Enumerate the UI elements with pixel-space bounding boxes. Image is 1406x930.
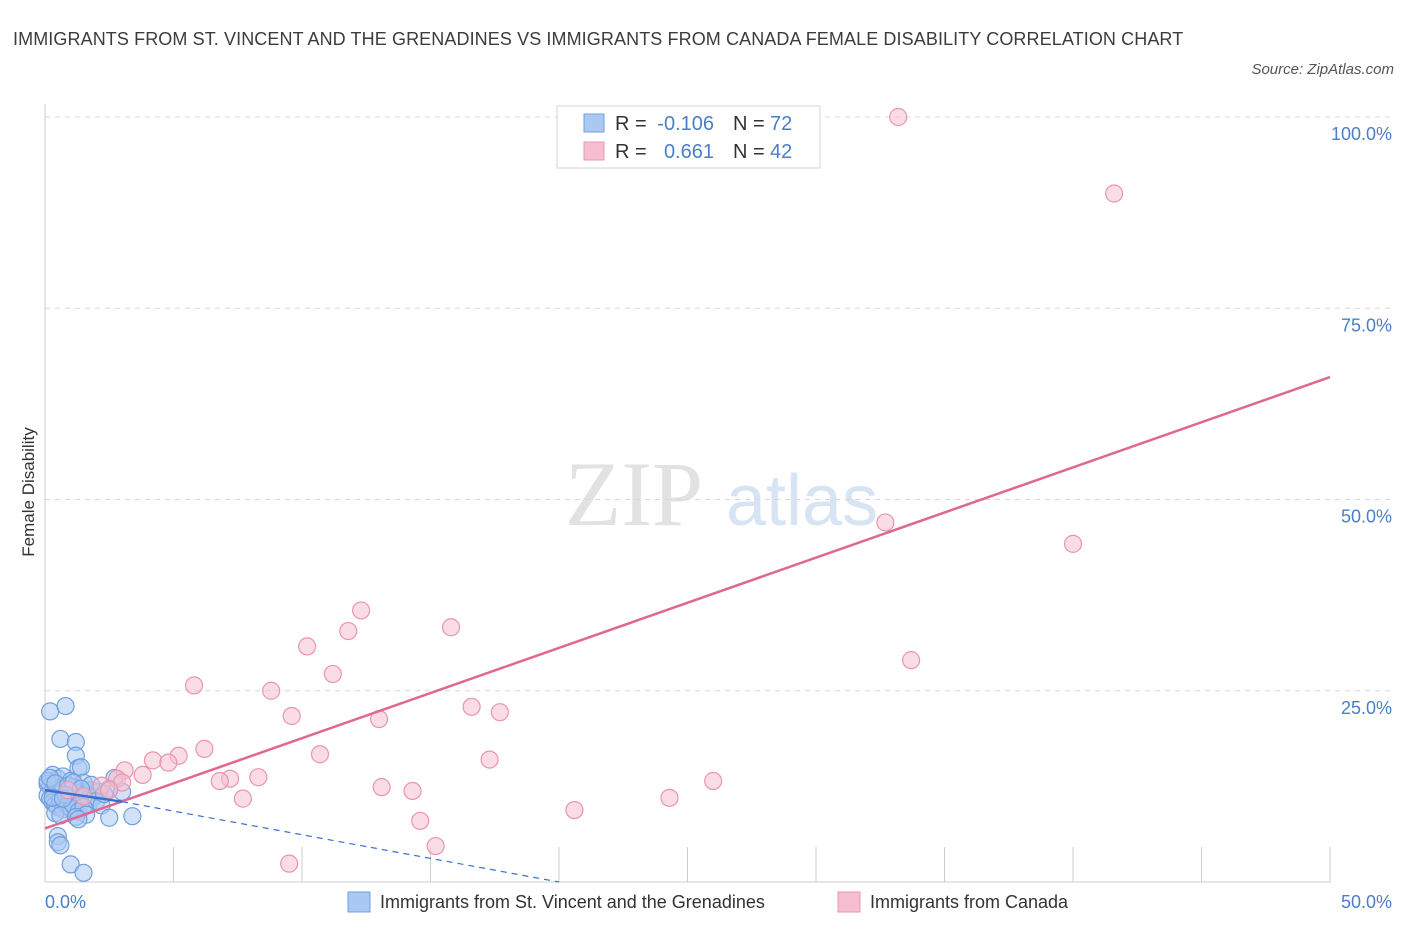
- watermark-atlas: atlas: [726, 461, 878, 541]
- bottom-legend-swatch-blue: [347, 891, 371, 913]
- pink-point-6: [441, 618, 461, 637]
- pink-point-31: [59, 781, 78, 800]
- pink-point-9: [901, 651, 921, 670]
- pink-point-2: [876, 513, 895, 532]
- legend-swatch-blue: [583, 113, 605, 133]
- bottom-legend-swatch-pink: [837, 891, 861, 913]
- pink-point-35: [233, 789, 252, 808]
- pink-point-20: [143, 751, 163, 770]
- series-pink-points: [59, 107, 1124, 873]
- y-tick-labels: 25.0% 50.0% 75.0% 100.0%: [1331, 124, 1392, 718]
- blue-point-54: [123, 807, 142, 826]
- x-tick-label-1: 50.0%: [1341, 892, 1392, 912]
- pink-point-28: [210, 771, 229, 791]
- pink-point-40: [426, 836, 445, 856]
- pink-point-10: [184, 676, 204, 695]
- pink-point-23: [133, 765, 152, 785]
- trend-line-blue-solid: [44, 788, 123, 803]
- pink-point-38: [565, 800, 584, 820]
- pink-point-0: [889, 107, 908, 127]
- pink-point-34: [403, 781, 422, 801]
- pink-point-30: [100, 781, 119, 800]
- pink-point-39: [411, 811, 430, 830]
- pink-point-41: [280, 854, 299, 873]
- pink-point-3: [1063, 534, 1083, 553]
- pink-point-18: [480, 750, 499, 769]
- pink-point-5: [339, 621, 358, 641]
- blue-point-67: [74, 863, 93, 882]
- blue-point-66: [61, 855, 80, 874]
- pink-point-33: [372, 778, 391, 797]
- pink-point-27: [249, 768, 268, 787]
- chart-source: Source: ZipAtlas.com: [1251, 61, 1394, 78]
- blue-point-2: [51, 729, 70, 749]
- pink-point-12: [282, 706, 301, 726]
- trend-lines: [44, 375, 1331, 883]
- pink-point-4: [352, 601, 371, 620]
- legend-n-label-2: N =: [733, 141, 765, 163]
- legend-r-value-2: 0.661: [664, 141, 714, 163]
- legend-r-value-1: -0.106: [657, 113, 714, 135]
- blue-point-1: [56, 696, 75, 716]
- legend-r-label-1: R =: [615, 113, 647, 135]
- pink-point-21: [159, 753, 178, 772]
- bottom-legend-label-pink: Immigrants from Canada: [870, 892, 1069, 912]
- axes: [44, 104, 1331, 883]
- pink-point-15: [490, 703, 509, 722]
- watermark-zip: ZIP: [565, 443, 703, 545]
- pink-point-14: [462, 697, 481, 716]
- top-legend: R = -0.106 N = 72 R = 0.661 N = 42: [556, 105, 821, 169]
- y-tick-label-0: 25.0%: [1341, 698, 1392, 718]
- legend-n-value-2: 42: [770, 141, 792, 163]
- legend-r-label-2: R =: [615, 141, 647, 163]
- pink-point-16: [195, 739, 214, 758]
- legend-swatch-pink: [583, 141, 605, 161]
- y-tick-label-3: 100.0%: [1331, 124, 1392, 144]
- blue-point-65: [51, 836, 70, 855]
- chart-title: IMMIGRANTS FROM ST. VINCENT AND THE GREN…: [13, 29, 1184, 49]
- pink-point-7: [298, 637, 317, 656]
- bottom-legend: Immigrants from St. Vincent and the Gren…: [347, 891, 1069, 913]
- pink-point-11: [262, 681, 281, 700]
- trend-line-blue-dashed: [121, 801, 560, 883]
- blue-point-53: [100, 808, 119, 827]
- grid-lines: [45, 116, 1392, 692]
- pink-point-8: [323, 664, 342, 684]
- trend-line-pink: [44, 375, 1331, 830]
- pink-point-36: [704, 771, 723, 791]
- y-tick-label-1: 50.0%: [1341, 507, 1392, 527]
- x-tick-label-0: 0.0%: [45, 892, 86, 912]
- y-tick-label-2: 75.0%: [1341, 315, 1392, 335]
- bottom-legend-label-blue: Immigrants from St. Vincent and the Gren…: [380, 892, 765, 912]
- pink-point-17: [310, 745, 330, 764]
- blue-point-0: [41, 702, 60, 721]
- x-tick-labels: 0.0% 50.0%: [45, 892, 1392, 912]
- pink-point-1: [1105, 184, 1124, 203]
- legend-n-label-1: N =: [733, 113, 765, 135]
- pink-point-37: [660, 788, 679, 807]
- legend-n-value-1: 72: [770, 113, 792, 135]
- y-axis-label: Female Disability: [19, 427, 38, 557]
